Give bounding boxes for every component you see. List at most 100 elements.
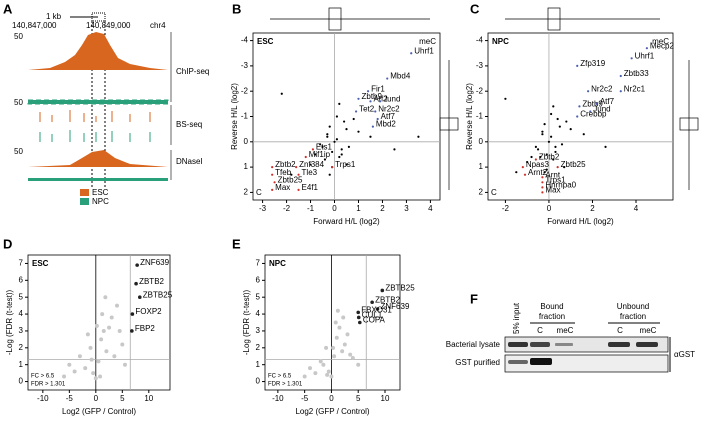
legend-label: NPC xyxy=(92,197,109,206)
x-tick-label: 10 xyxy=(381,394,390,403)
point-label: Zbtb2 xyxy=(539,153,560,162)
data-point xyxy=(340,148,343,151)
data-point xyxy=(112,354,117,359)
annotation: FDR > 1.301 xyxy=(31,382,66,388)
track-max: 50 xyxy=(14,147,23,156)
y-tick-label: 0 xyxy=(19,377,24,386)
data-point xyxy=(543,122,546,126)
data-point xyxy=(340,349,345,354)
data-point xyxy=(589,110,592,113)
y-tick-label: 0 xyxy=(256,377,261,386)
chrom-label: chr4 xyxy=(150,21,166,30)
data-point xyxy=(576,115,579,118)
data-point xyxy=(89,357,94,362)
data-point xyxy=(329,374,334,379)
data-point xyxy=(356,315,361,320)
data-point xyxy=(273,181,276,184)
x-tick-label: -10 xyxy=(37,394,49,403)
data-point xyxy=(337,325,342,330)
point-label: Mbd4 xyxy=(390,72,411,81)
y-tick-label: -3 xyxy=(476,61,484,70)
data-point xyxy=(308,366,312,371)
data-point xyxy=(587,90,590,93)
panel-letter: E xyxy=(232,236,241,251)
scale-label: 1 kb xyxy=(46,12,62,21)
x-tick-label: -3 xyxy=(259,204,267,213)
y-tick-label: 2 xyxy=(244,188,249,197)
x-tick-label: 4 xyxy=(634,204,639,213)
data-point xyxy=(595,102,598,105)
point-label: Mecp2 xyxy=(650,41,675,50)
x-tick-label: -5 xyxy=(301,394,309,403)
y-tick-label: -4 xyxy=(241,36,249,45)
panel-letter: B xyxy=(232,1,241,16)
data-point xyxy=(85,332,90,337)
data-point xyxy=(72,369,77,374)
data-point xyxy=(375,307,380,311)
data-point xyxy=(541,130,544,133)
point-label: Ets1 xyxy=(316,143,333,152)
data-point xyxy=(374,110,377,113)
data-point xyxy=(338,155,341,159)
data-point xyxy=(328,125,331,128)
point-label: ZNF639 xyxy=(381,302,410,311)
y-tick-label: 5 xyxy=(19,292,24,301)
data-point xyxy=(541,191,544,194)
y-tick-label: 1 xyxy=(244,162,249,171)
y-tick-label: 2 xyxy=(19,343,24,352)
data-point xyxy=(340,153,343,156)
data-point xyxy=(134,281,138,286)
point-label: Tet2 xyxy=(359,105,375,114)
point-label: Uhrf1 xyxy=(635,51,655,60)
data-point xyxy=(88,345,93,350)
data-point xyxy=(290,173,293,176)
plot-frame xyxy=(27,254,171,391)
point-label: Atf7 xyxy=(600,97,615,106)
x-tick-label: 1 xyxy=(356,204,361,213)
x-tick-label: 5 xyxy=(356,394,361,403)
data-point xyxy=(117,328,122,333)
lane-label: 5% input xyxy=(512,302,521,334)
data-point xyxy=(534,158,537,161)
data-point xyxy=(342,342,347,347)
x-tick-label: 2 xyxy=(380,204,385,213)
data-point xyxy=(371,125,374,128)
x-tick-label: 0 xyxy=(94,394,99,403)
annotation: FC > 6.5 xyxy=(268,374,292,380)
data-point xyxy=(376,117,379,121)
data-point xyxy=(115,303,120,308)
data-point xyxy=(380,288,385,293)
legend-label: ESC xyxy=(92,188,109,197)
data-point xyxy=(534,145,537,148)
corner-label: meC xyxy=(419,37,436,46)
data-point xyxy=(67,362,72,367)
data-point xyxy=(94,323,99,328)
corner-label: meC xyxy=(652,37,669,46)
fraction-label: Bound xyxy=(540,302,563,311)
panel-title: ESC xyxy=(257,37,274,46)
lane-label: C xyxy=(537,326,543,335)
data-point xyxy=(345,163,348,166)
data-point xyxy=(410,52,413,55)
y-tick-label: 7 xyxy=(19,259,24,268)
data-point xyxy=(333,140,336,143)
data-point xyxy=(314,153,317,156)
y-tick-label: 6 xyxy=(19,275,24,284)
data-point xyxy=(543,171,546,174)
point-label: ZBTB25 xyxy=(143,290,173,299)
data-point xyxy=(357,97,360,100)
data-point xyxy=(326,369,331,374)
data-point xyxy=(352,117,355,121)
data-point xyxy=(356,362,361,367)
data-point xyxy=(335,115,339,118)
data-point xyxy=(560,143,564,146)
x-tick-label: -10 xyxy=(272,394,284,403)
data-point xyxy=(619,90,622,93)
data-point xyxy=(101,328,106,333)
x-axis-label: Forward H/L (log2) xyxy=(547,217,614,226)
data-point xyxy=(332,354,337,359)
data-point xyxy=(271,173,274,176)
data-point xyxy=(334,335,339,340)
data-point xyxy=(539,155,542,159)
